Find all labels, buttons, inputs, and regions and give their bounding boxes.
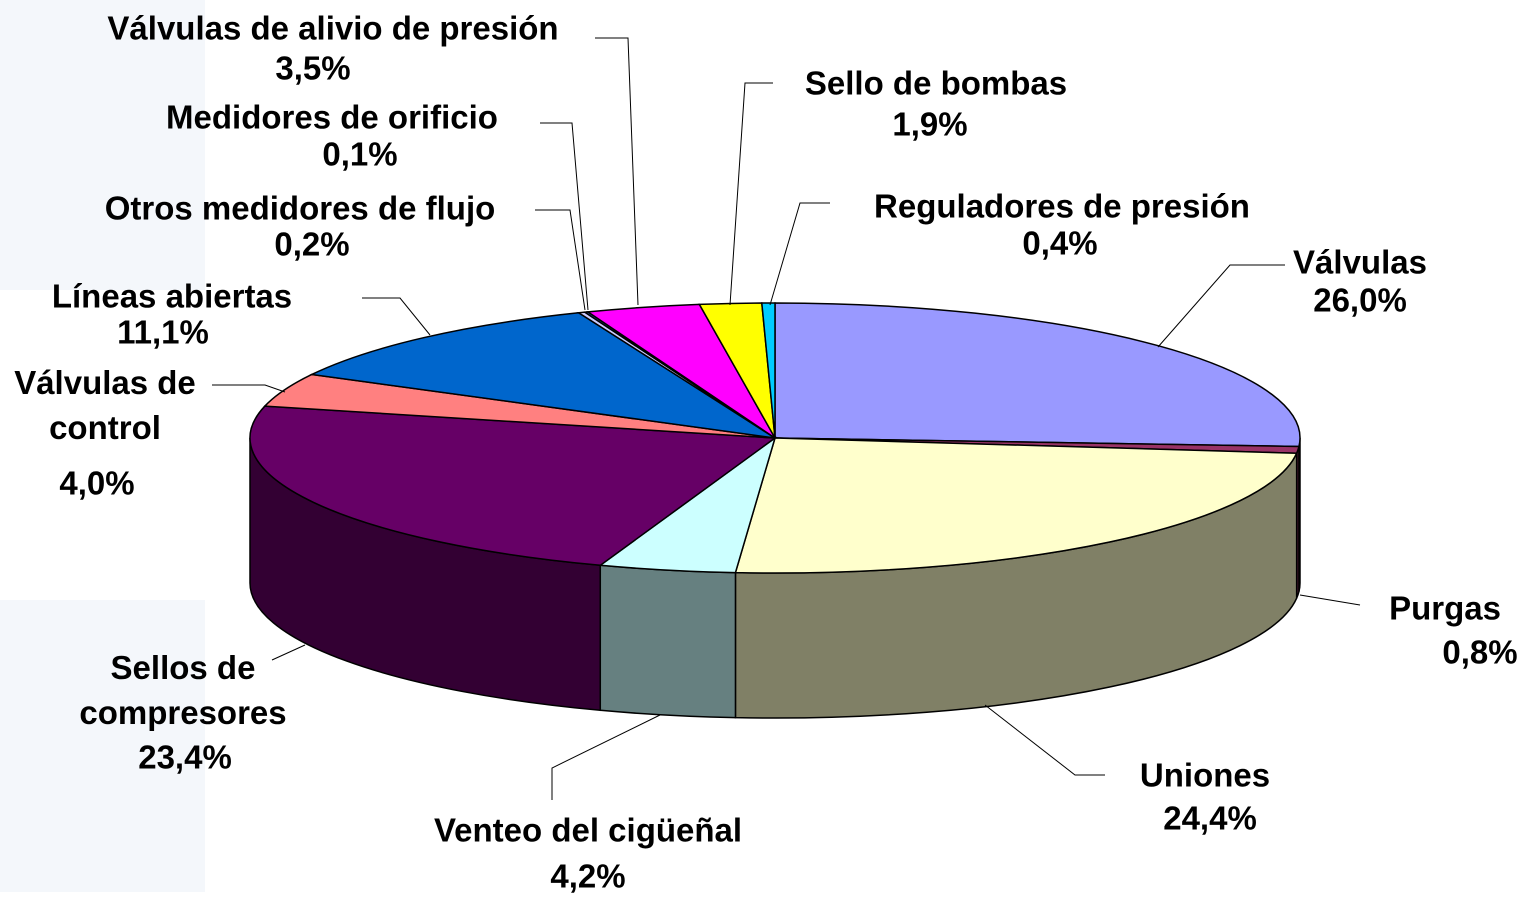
value-label: 4,0% — [59, 464, 135, 502]
leader-line — [212, 384, 286, 393]
slice-label: Válvulas — [1293, 243, 1427, 281]
background-panel — [0, 0, 205, 290]
slice-label: Válvulas de alivio de presión — [107, 9, 559, 47]
value-label: 3,5% — [275, 49, 351, 87]
slice-label: Uniones — [1139, 756, 1271, 794]
value-label: 0,2% — [274, 225, 350, 263]
slice-side — [599, 564, 737, 719]
slice-label: Reguladores de presión — [874, 187, 1250, 225]
leader-line — [769, 202, 830, 306]
slice — [774, 302, 1301, 448]
value-label: 0,8% — [1442, 633, 1518, 671]
slice-label: Otros medidores de flujo — [104, 189, 496, 227]
slice — [734, 437, 1298, 574]
value-label: 0,1% — [322, 135, 398, 173]
value-label: 4,2% — [550, 857, 626, 895]
slice-label: Líneas abiertas — [51, 277, 293, 315]
slice-label: Venteo del cigüeñal — [433, 811, 743, 849]
value-label: 26,0% — [1313, 281, 1407, 319]
value-label: 23,4% — [138, 738, 232, 776]
leader-line — [362, 297, 431, 336]
value-label: 1,9% — [892, 105, 968, 143]
leader-line — [1299, 594, 1361, 606]
slice — [249, 405, 778, 567]
slice-label: Válvulas de control — [14, 364, 196, 446]
leader-line — [729, 82, 773, 306]
leader-line — [551, 714, 661, 800]
leader-line — [540, 122, 589, 311]
slice-label: Sello de bombas — [804, 64, 1068, 102]
slice-label: Sellos de compresores — [79, 649, 287, 731]
leader-line — [271, 644, 306, 661]
leader-line — [1157, 264, 1285, 348]
value-label: 11,1% — [117, 313, 209, 351]
slice — [309, 312, 776, 439]
value-label: 24,4% — [1163, 799, 1257, 837]
leader-line — [595, 37, 639, 306]
background-panel — [0, 600, 205, 892]
leader-line — [984, 704, 1105, 776]
value-label: 0,4% — [1022, 224, 1098, 262]
slice — [760, 302, 776, 439]
slice-label: Medidores de orificio — [166, 98, 498, 136]
slice-label: Purgas — [1389, 589, 1501, 627]
leader-line — [535, 209, 586, 311]
